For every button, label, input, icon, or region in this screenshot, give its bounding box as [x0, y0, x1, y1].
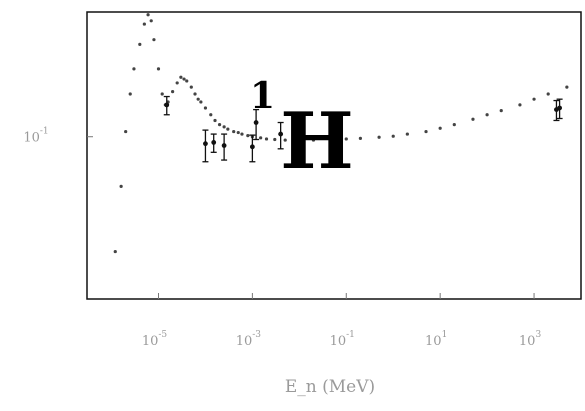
x-tick-label: 10-5	[142, 330, 168, 349]
data-point	[113, 249, 117, 254]
y-tick-label: 10-1	[23, 127, 48, 146]
data-point	[128, 92, 132, 96]
data-point	[175, 81, 179, 85]
error-bar-point	[221, 133, 228, 161]
data-point	[297, 138, 301, 142]
error-bar-point	[210, 133, 217, 153]
data-point	[405, 132, 409, 136]
data-point	[532, 97, 536, 101]
data-point	[377, 135, 381, 139]
data-point	[264, 137, 269, 141]
data-point	[119, 184, 123, 188]
data-point	[232, 129, 236, 134]
data-point	[438, 126, 442, 130]
data-point	[209, 113, 213, 117]
data-point	[485, 113, 489, 117]
data-point	[226, 127, 230, 131]
data-point	[452, 123, 456, 127]
error-bar-point	[277, 121, 284, 150]
data-point	[222, 125, 226, 129]
data-point	[196, 97, 200, 101]
data-point	[273, 137, 277, 142]
data-point	[217, 123, 222, 127]
x-tick-label: 101	[425, 330, 447, 349]
data-point	[171, 90, 175, 94]
data-point	[160, 92, 164, 96]
data-point	[499, 108, 503, 113]
data-point	[565, 85, 569, 89]
data-point	[344, 137, 348, 141]
data-point	[138, 42, 142, 46]
data-point	[246, 134, 250, 138]
data-point	[182, 77, 186, 81]
data-point	[152, 38, 156, 42]
data-point	[189, 85, 193, 89]
data-point	[424, 129, 428, 134]
error-bar-point	[163, 95, 170, 116]
error-bar-point	[556, 98, 563, 120]
data-point	[213, 118, 217, 123]
data-point	[203, 106, 208, 110]
data-point	[132, 67, 136, 71]
error-bar-point	[202, 129, 209, 163]
nuclide-symbol: H	[280, 96, 354, 187]
data-point	[149, 19, 153, 23]
x-tick-label: 10-3	[236, 330, 262, 349]
data-point	[471, 117, 475, 121]
data-point	[185, 79, 189, 83]
data-point	[124, 129, 128, 134]
data-point	[236, 130, 240, 135]
data-point	[546, 92, 550, 96]
x-axis-label: E_n (MeV)	[285, 377, 375, 397]
x-tick-label: 10-1	[330, 330, 355, 349]
data-point	[330, 137, 334, 142]
data-point	[311, 138, 316, 142]
nuclide-mass-number: 1	[250, 75, 275, 117]
data-point	[283, 138, 287, 142]
data-point	[156, 67, 161, 71]
data-marks	[113, 13, 569, 254]
data-point	[193, 92, 197, 96]
data-point	[179, 75, 183, 79]
plot-frame	[86, 11, 582, 300]
x-tick-label: 103	[519, 330, 542, 349]
data-point	[293, 138, 297, 142]
data-point	[358, 136, 363, 140]
error-bar-point	[253, 108, 260, 141]
error-bar-point	[249, 134, 256, 163]
data-point	[391, 134, 395, 138]
nuclide-label: 1 H	[250, 75, 354, 187]
data-point	[199, 100, 203, 104]
data-point	[142, 22, 146, 26]
data-point	[518, 103, 522, 107]
x-axis-ticks: 10-5 10-3 10-1 101 103	[142, 293, 542, 349]
data-point	[240, 132, 244, 136]
y-axis-ticks: 10-1	[23, 127, 93, 146]
error-bar-point	[553, 99, 560, 122]
data-point	[259, 136, 263, 140]
data-point	[146, 13, 150, 17]
